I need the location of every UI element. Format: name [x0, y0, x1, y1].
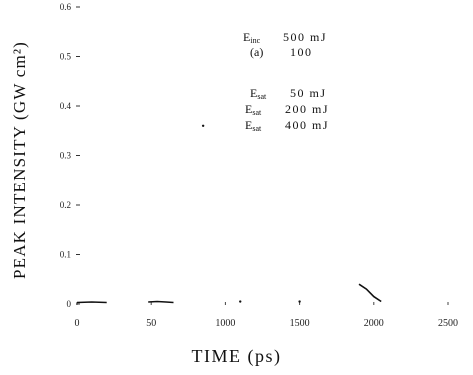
annotation-value: 500 mJ [283, 30, 328, 44]
annotation-subscript: sat [257, 92, 267, 101]
annotation-saturation-2: Esat 200 mJ [245, 102, 345, 117]
annotation-incident-energy: Einc 500 mJ [243, 30, 343, 45]
annotation-symbol: E [243, 30, 251, 44]
data-point [201, 124, 205, 128]
data-point [239, 300, 242, 303]
annotation-saturation-1: Esat 50 mJ [250, 86, 350, 101]
x-tick-label: 1000 [215, 318, 235, 329]
annotation-value: 100 [290, 45, 313, 59]
y-tick-label: 0 [67, 299, 72, 309]
series-line [358, 283, 382, 303]
x-tick-label: 0 [75, 318, 80, 329]
annotation-symbol: E [245, 102, 253, 116]
annotation-symbol: E [245, 118, 253, 132]
y-axis-title-wrap: PEAK INTENSITY (GW cm²) [0, 0, 40, 375]
y-axis: 0 0.1 0.2 0.3 0.4 0.5 0.6 [60, 2, 80, 309]
annotation-label-a: (a) 100 [250, 45, 350, 60]
y-tick-label: 0.1 [60, 250, 71, 260]
annotation-symbol: E [250, 86, 258, 100]
y-tick-label: 0.4 [60, 101, 72, 111]
annotation-subscript: inc [250, 36, 261, 45]
y-tick-label: 0.3 [60, 151, 72, 161]
series-layer [76, 124, 382, 304]
annotation-value: 200 mJ [285, 102, 330, 116]
x-tick-label: 2000 [364, 318, 384, 329]
y-tick-label: 0.2 [60, 200, 71, 210]
x-axis-title: TIME (ps) [191, 346, 282, 366]
series-line [148, 300, 174, 304]
annotation-symbol: (a) [250, 45, 264, 59]
annotation-value: 50 mJ [290, 86, 327, 100]
y-axis-title: PEAK INTENSITY (GW cm²) [10, 40, 29, 280]
series-line [76, 301, 107, 304]
annotation-saturation-3: Esat 400 mJ [245, 118, 345, 133]
data-point [298, 300, 301, 303]
y-tick-label: 0.5 [60, 52, 72, 62]
annotation-value: 400 mJ [285, 118, 330, 132]
x-tick-label: 1500 [290, 318, 310, 329]
y-tick-label: 0.6 [60, 2, 72, 12]
x-tick-label: 2500 [438, 318, 458, 329]
annotation-subscript: sat [252, 124, 262, 133]
annotation-subscript: sat [252, 108, 262, 117]
x-tick-label: 50 [146, 318, 156, 329]
x-axis: 0 50 1000 1500 2000 2500 [75, 302, 458, 329]
